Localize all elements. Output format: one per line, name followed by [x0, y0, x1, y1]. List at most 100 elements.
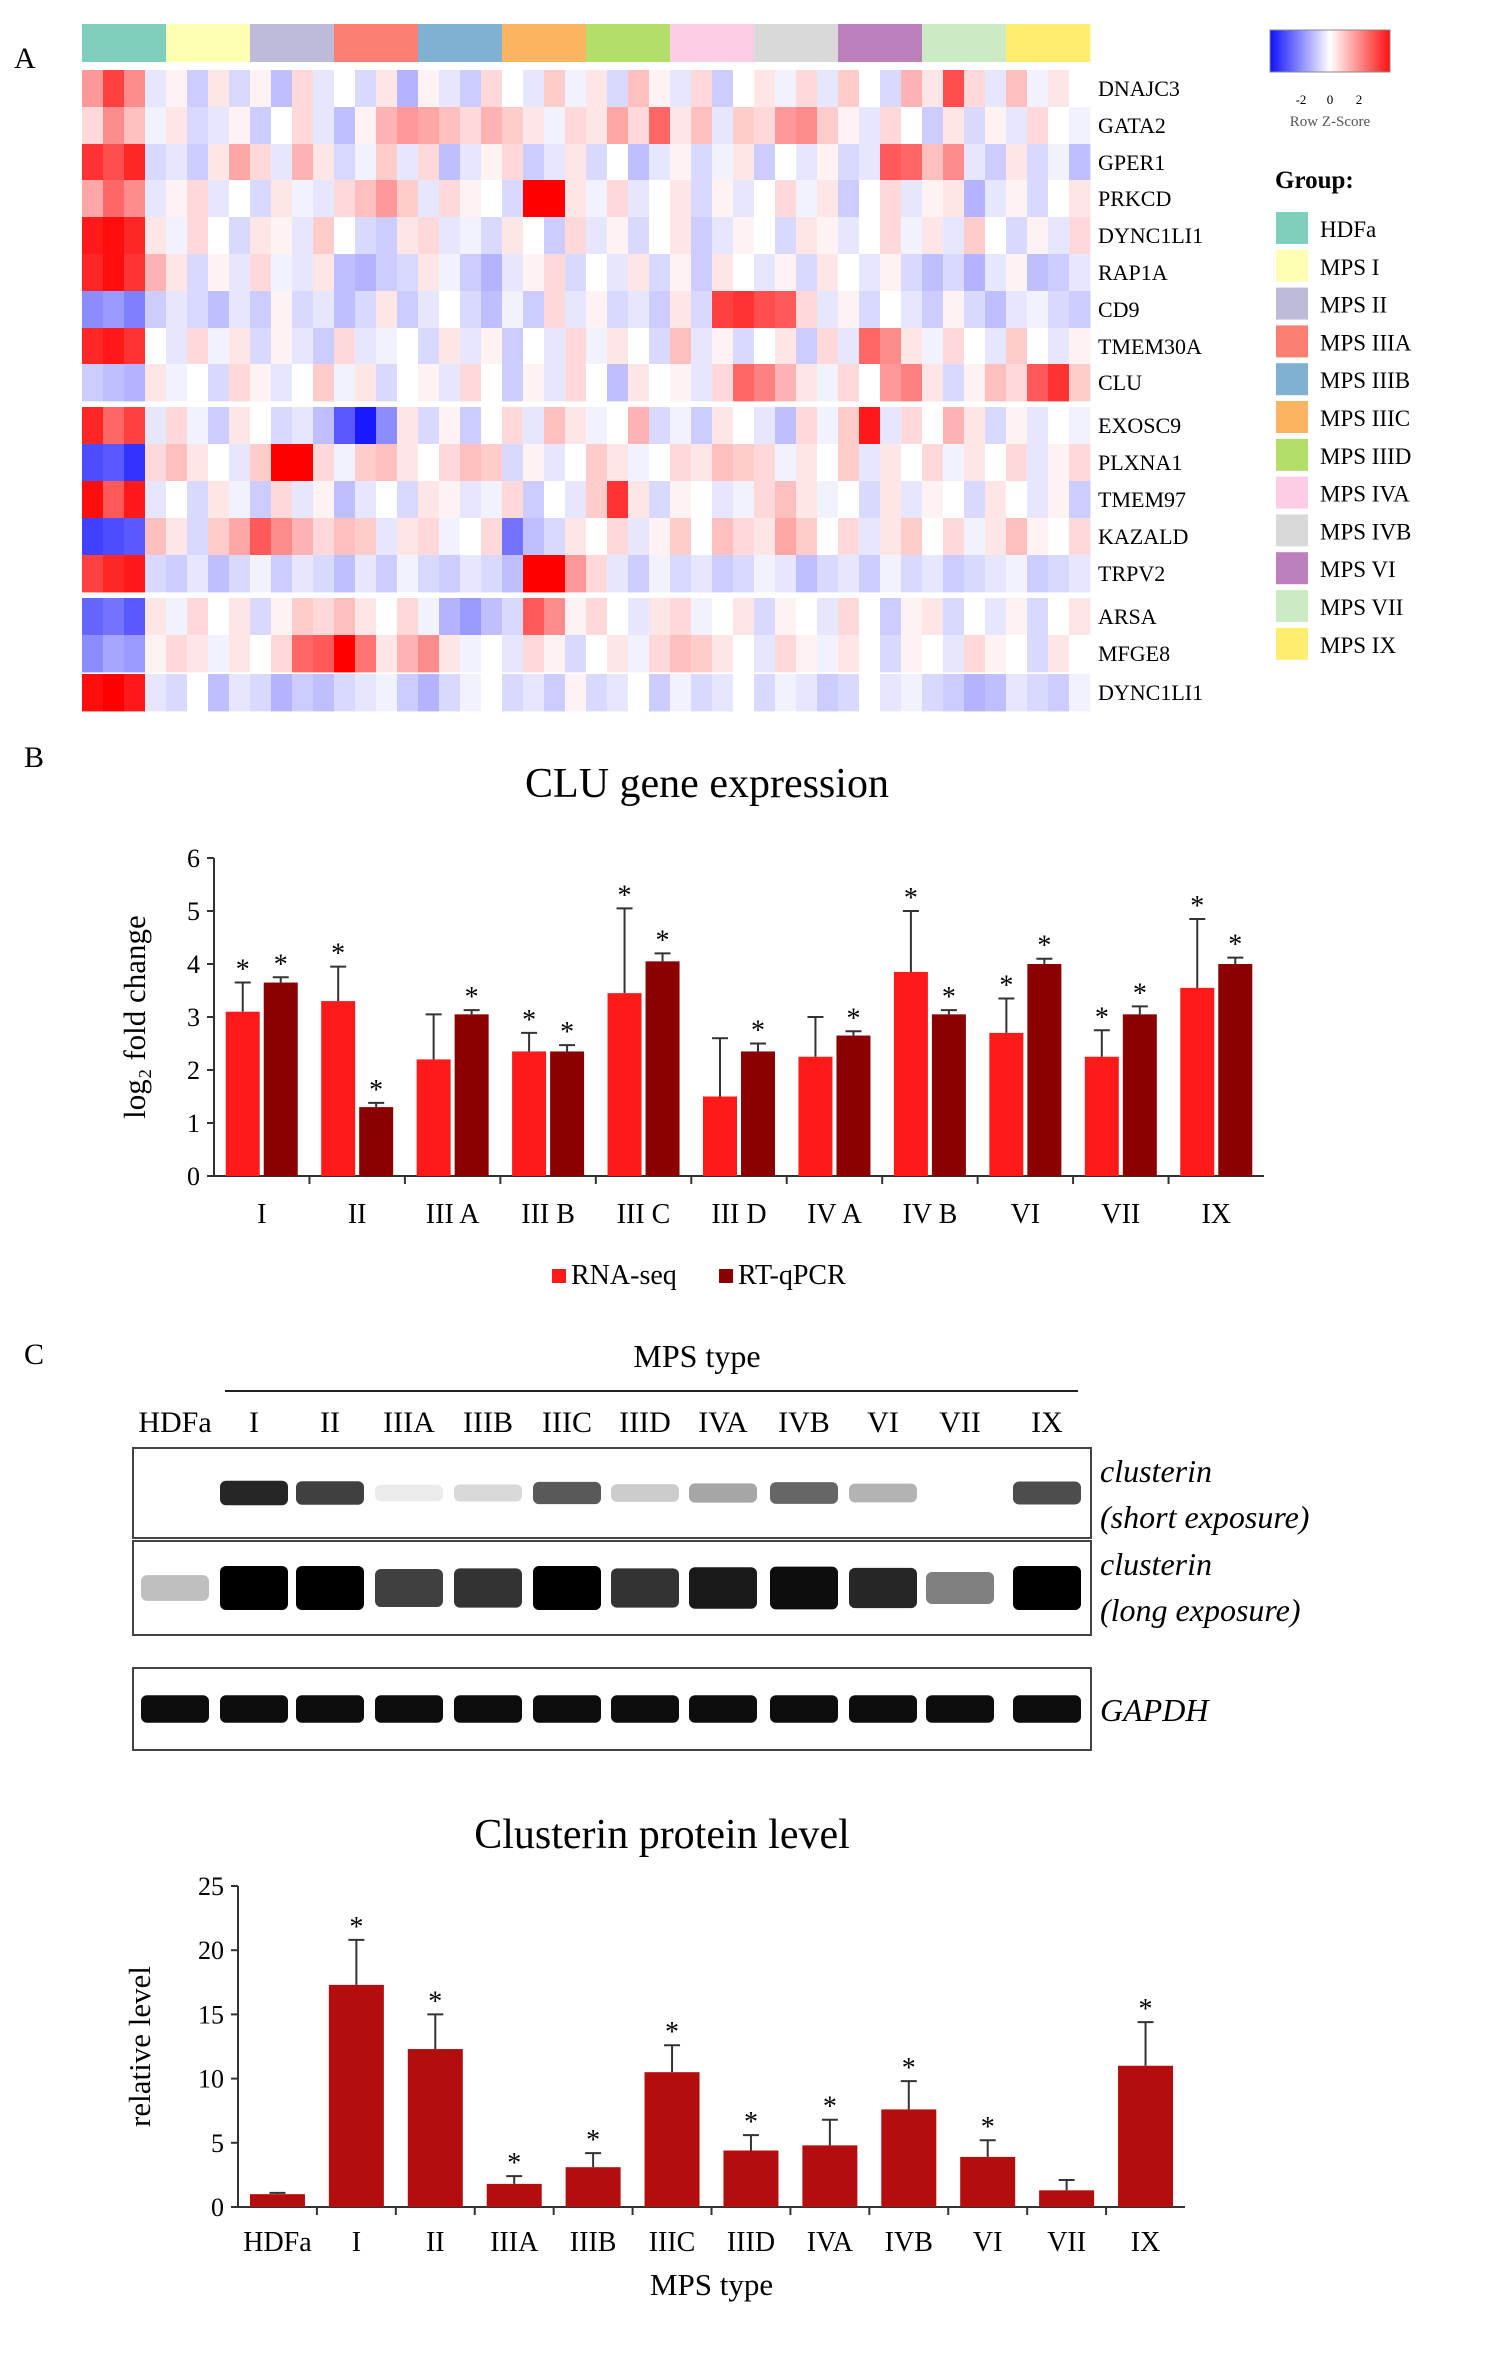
y-tick-label: 0 — [211, 2193, 224, 2222]
heatmap-cell — [481, 407, 503, 445]
heatmap-cell — [754, 328, 776, 366]
blot-band — [689, 1483, 757, 1503]
heatmap-cell — [250, 555, 272, 593]
heatmap-cell — [187, 555, 209, 593]
heatmap-cell — [271, 364, 293, 402]
heatmap-cell — [964, 144, 986, 182]
x-tick-label: VI — [1011, 1199, 1041, 1230]
heatmap-cell — [82, 444, 104, 482]
blot-band — [926, 1695, 994, 1723]
blot-lane-label: I — [249, 1406, 259, 1439]
bar — [407, 2049, 463, 2207]
heatmap-cell — [460, 217, 482, 255]
heatmap-cell — [208, 364, 230, 402]
heatmap-cell — [271, 518, 293, 556]
heatmap-cell — [586, 254, 608, 292]
x-tick-label: VII — [1101, 1199, 1140, 1230]
heatmap-cell — [943, 407, 965, 445]
heatmap-cell — [754, 180, 776, 218]
heatmap-cell — [691, 144, 713, 182]
significance-marker: * — [942, 982, 956, 1013]
heatmap-cell — [565, 254, 587, 292]
heatmap-cell — [250, 254, 272, 292]
heatmap-cell — [271, 481, 293, 519]
group-legend-label: MPS I — [1320, 255, 1379, 280]
heatmap-cell — [880, 107, 902, 145]
heatmap-cell — [166, 70, 188, 108]
heatmap-cell — [628, 598, 650, 636]
blot-band — [141, 1575, 209, 1601]
blot-lane-label: VI — [867, 1406, 899, 1439]
heatmap-cell — [502, 518, 524, 556]
heatmap-cell — [334, 364, 356, 402]
heatmap-cell — [796, 481, 818, 519]
heatmap-cell — [523, 217, 545, 255]
heatmap-cell — [82, 364, 104, 402]
heatmap-cell — [481, 144, 503, 182]
heatmap-cell — [880, 444, 902, 482]
heatmap-cell — [901, 555, 923, 593]
heatmap-cell — [313, 107, 335, 145]
heatmap-cell — [376, 107, 398, 145]
heatmap-cell — [733, 481, 755, 519]
significance-marker: * — [1037, 931, 1051, 962]
bar — [486, 2183, 542, 2207]
blot-band — [220, 1695, 288, 1723]
heatmap-cell — [418, 444, 440, 482]
bar — [960, 2156, 1016, 2207]
significance-marker: * — [904, 883, 918, 914]
heatmap-cell — [124, 70, 146, 108]
heatmap-cell — [166, 598, 188, 636]
heatmap-cell — [208, 555, 230, 593]
heatmap-cell — [376, 254, 398, 292]
heatmap-cell — [943, 107, 965, 145]
heatmap-cell — [1048, 407, 1070, 445]
gene-label: RAP1A — [1098, 260, 1168, 285]
bar — [359, 1107, 394, 1176]
significance-marker: * — [1228, 930, 1242, 961]
heatmap-cell — [964, 555, 986, 593]
heatmap-cell — [964, 481, 986, 519]
chart-b-title: CLU gene expression — [525, 761, 889, 807]
chart-c-title: Clusterin protein level — [474, 1812, 850, 1858]
significance-marker: * — [751, 1016, 765, 1047]
heatmap-cell — [334, 291, 356, 329]
heatmap-cell — [124, 518, 146, 556]
heatmap-cell — [187, 635, 209, 673]
heatmap-cell — [103, 107, 125, 145]
heatmap-cell — [607, 328, 629, 366]
heatmap-cell — [985, 407, 1007, 445]
group-legend-label: MPS IVB — [1320, 519, 1411, 544]
y-tick-label: 20 — [198, 1936, 224, 1965]
heatmap-cell — [775, 180, 797, 218]
heatmap-cell — [229, 291, 251, 329]
heatmap-cell — [901, 254, 923, 292]
heatmap-cell — [670, 407, 692, 445]
heatmap-cell — [166, 107, 188, 145]
heatmap-cell — [712, 481, 734, 519]
heatmap-cell — [754, 674, 776, 712]
heatmap-cell — [691, 254, 713, 292]
heatmap-cell — [964, 407, 986, 445]
heatmap-cell — [523, 407, 545, 445]
heatmap-cell — [1027, 555, 1049, 593]
heatmap-cell — [1027, 217, 1049, 255]
heatmap-cell — [313, 518, 335, 556]
bar — [802, 2145, 858, 2207]
blot-band — [770, 1482, 838, 1504]
heatmap-cell — [733, 518, 755, 556]
heatmap-cell — [103, 555, 125, 593]
heatmap-cell — [103, 291, 125, 329]
blot-header: MPS type — [633, 1338, 760, 1374]
heatmap-cell — [439, 70, 461, 108]
heatmap-cell — [964, 598, 986, 636]
heatmap-cell — [565, 328, 587, 366]
heatmap-cell — [166, 144, 188, 182]
heatmap-cell — [691, 407, 713, 445]
heatmap-cell — [1069, 107, 1091, 145]
heatmap-cell — [313, 217, 335, 255]
colorkey-gradient — [1269, 29, 1391, 73]
heatmap-cell — [586, 481, 608, 519]
heatmap-cell — [439, 518, 461, 556]
